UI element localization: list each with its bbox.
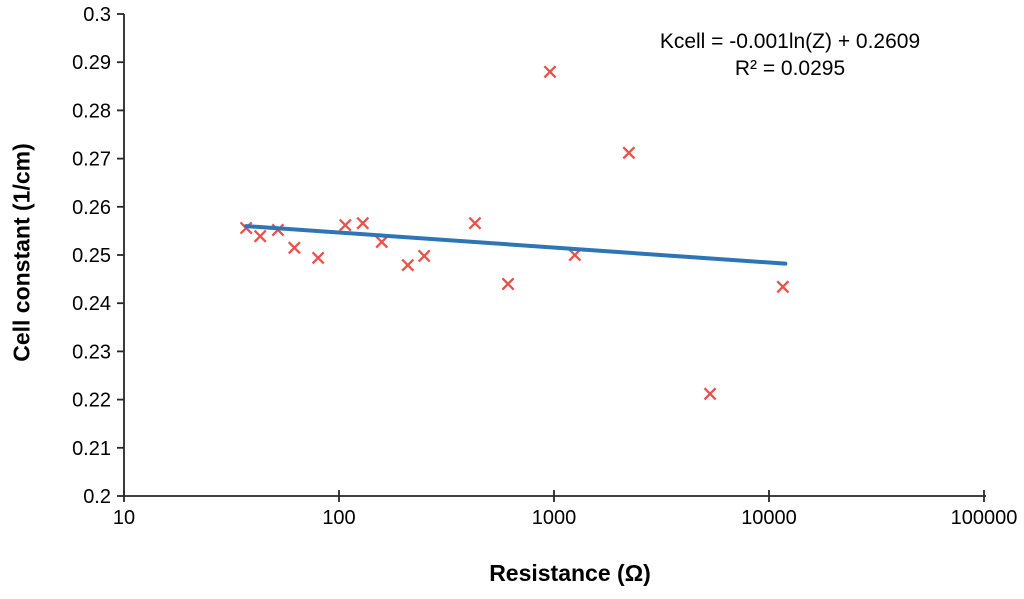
y-tick-label: 0.24 [72, 293, 111, 315]
data-point-marker [356, 216, 370, 230]
data-point-marker [703, 387, 717, 401]
y-tick-label: 0.22 [72, 390, 111, 412]
x-tick-label: 10000 [741, 507, 797, 529]
x-tick-label: 100000 [951, 507, 1018, 529]
y-tick-label: 0.2 [83, 486, 111, 508]
y-tick-label: 0.25 [72, 245, 111, 267]
data-point-marker [501, 277, 515, 291]
trendline-annotation: Kcell = -0.001ln(Z) + 0.2609 R² = 0.0295 [560, 28, 1020, 82]
data-point-marker [622, 146, 636, 160]
trendline-equation: Kcell = -0.001ln(Z) + 0.2609 [659, 30, 921, 53]
y-tick-label: 0.29 [72, 52, 111, 74]
y-tick-label: 0.23 [72, 341, 111, 363]
data-point-marker [375, 235, 389, 249]
data-point-marker [311, 251, 325, 265]
y-tick-label: 0.27 [72, 149, 111, 171]
y-tick-label: 0.3 [83, 4, 111, 26]
data-point-marker [401, 258, 415, 272]
data-point-marker [417, 249, 431, 263]
data-point-marker [568, 248, 582, 262]
data-point-marker [543, 65, 557, 79]
y-axis-title: Cell constant (1/cm) [8, 143, 35, 362]
y-tick-label: 0.28 [72, 100, 111, 122]
x-tick-label: 1000 [532, 507, 577, 529]
data-point-marker [253, 229, 267, 243]
trend-line [244, 224, 788, 266]
y-tick-label: 0.26 [72, 197, 111, 219]
data-point-marker [338, 218, 352, 232]
x-tick-label: 100 [322, 507, 355, 529]
x-tick-label: 10 [113, 507, 135, 529]
data-point-marker [287, 241, 301, 255]
data-point-marker [468, 216, 482, 230]
trendline-r-squared: R² = 0.0295 [734, 57, 846, 80]
data-point-marker [776, 280, 790, 294]
y-tick-label: 0.21 [72, 438, 111, 460]
x-axis-title: Resistance (Ω) [489, 560, 651, 586]
